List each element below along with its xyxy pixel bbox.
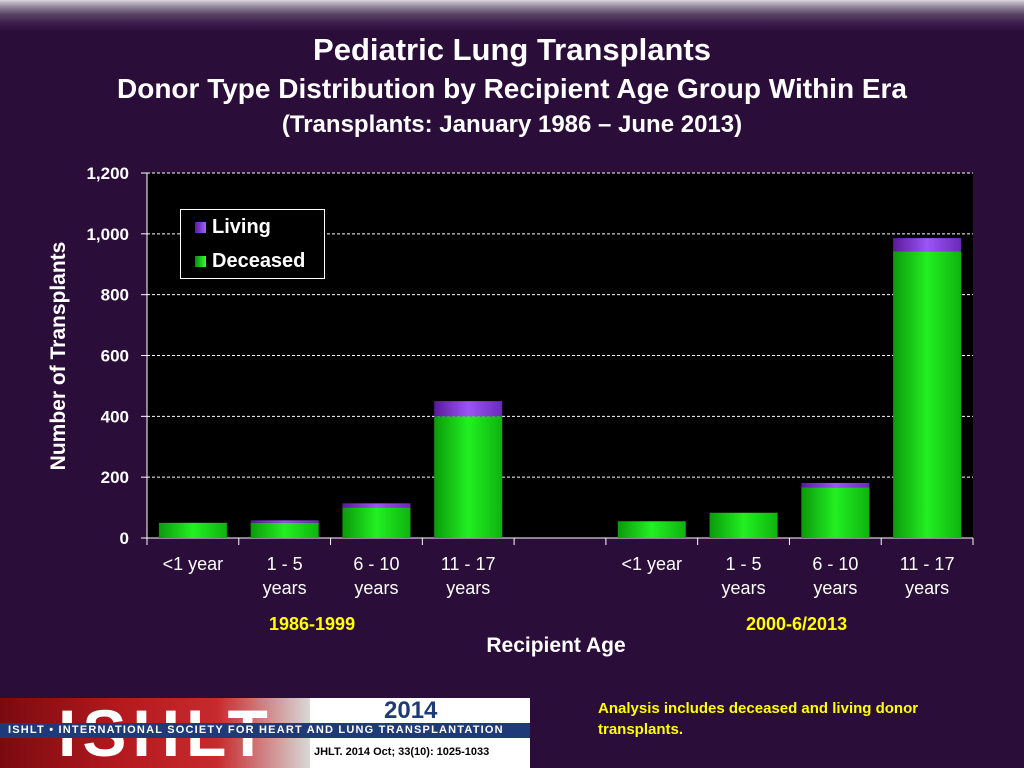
y-tick-label: 1,000 [86,225,129,244]
bar-deceased [709,512,778,538]
ishlt-logo: ISHLT ISHLT • INTERNATIONAL SOCIETY FOR … [0,698,530,768]
chart-subtitle: Donor Type Distribution by Recipient Age… [117,73,907,104]
bar-deceased [617,521,686,538]
x-tick-label: 6 - 10 [812,554,858,574]
bar-living [342,503,411,508]
y-tick-label: 1,200 [86,164,129,183]
bar-living [434,401,503,417]
x-tick-label: years [263,578,307,598]
era-label-2000-2013: 2000-6/2013 [746,614,848,634]
bar-deceased [434,416,503,538]
x-tick-label: 6 - 10 [353,554,399,574]
title-block: Pediatric Lung Transplants Donor Type Di… [0,30,1024,142]
legend-item-deceased: Deceased [195,250,305,273]
y-tick-label: 0 [120,529,129,548]
y-axis-title: Number of Transplants [47,241,70,471]
x-tick-label: 1 - 5 [726,554,762,574]
bar-living [893,238,962,252]
y-tick-label: 200 [101,468,129,487]
x-tick-label: years [905,578,949,598]
legend-item-living: Living [195,216,271,239]
x-tick-label: years [722,578,766,598]
bar-deceased [801,487,870,538]
era-label-1986-1999: 1986-1999 [269,614,356,634]
legend-label-deceased: Deceased [212,250,306,272]
x-tick-label: 11 - 17 [900,554,955,574]
x-tick-label: 1 - 5 [267,554,303,574]
header-band [0,0,1024,32]
y-tick-label: 400 [101,407,129,426]
bar-deceased [158,522,227,538]
x-tick-label: years [446,578,490,598]
bar-living [250,520,319,523]
bar-deceased [342,507,411,538]
legend: Living Deceased [180,209,325,279]
chart-date-range: (Transplants: January 1986 – June 2013) [281,111,743,138]
footnote: Analysis includes deceased and living do… [598,700,919,738]
y-tick-label: 600 [101,347,129,366]
logo-year: 2014 [384,698,438,724]
x-axis-title: Recipient Age [486,634,626,657]
chart-title: Pediatric Lung Transplants [313,32,711,67]
legend-swatch-living [195,222,206,233]
y-tick-label: 800 [101,286,129,305]
legend-swatch-deceased [195,256,206,267]
x-tick-label: years [354,578,398,598]
bar-deceased [893,251,962,538]
bar-living [801,482,870,488]
x-tick-label: years [813,578,857,598]
logo-citation: JHLT. 2014 Oct; 33(10): 1025-1033 [314,746,490,758]
logo-society-band: ISHLT • INTERNATIONAL SOCIETY FOR HEART … [0,723,530,738]
legend-label-living: Living [212,216,271,238]
x-tick-label: 11 - 17 [441,554,496,574]
bar-deceased [250,522,319,538]
x-tick-label: <1 year [622,554,683,574]
x-tick-label: <1 year [163,554,224,574]
